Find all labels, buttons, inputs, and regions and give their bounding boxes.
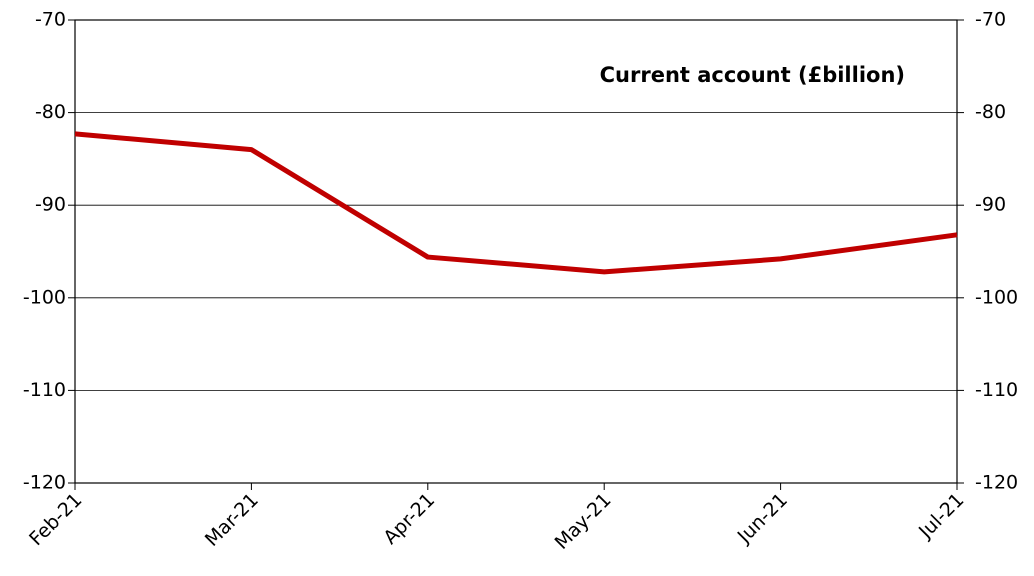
y-tick-label: -80 [35,101,66,123]
y-tick-label: -100 [23,286,66,308]
y-tick-label: -90 [35,194,66,216]
y-tick-label: -110 [23,379,66,401]
y-tick-label: -120 [23,472,66,494]
x-tick-label: Jul-21 [914,489,968,543]
y-tick-label: -70 [35,9,66,31]
data-line [74,131,958,275]
y2-tick-label: -80 [975,101,1006,123]
y2-tick-label: -90 [975,194,1006,216]
x-tick-label: Apr-21 [379,489,439,549]
y2-tick-label: -110 [975,379,1018,401]
plot-frame [74,19,958,484]
y2-tick-label: -120 [975,472,1018,494]
x-tick-label: Mar-21 [201,489,263,551]
x-tick-label: Jun-21 [733,489,792,548]
x-tick-label: May-21 [551,489,616,554]
y2-tick-label: -100 [975,286,1018,308]
x-tick-label: Feb-21 [25,489,86,550]
y2-tick-label: -70 [975,9,1006,31]
chart-title: Current account (£billion) [600,63,905,87]
